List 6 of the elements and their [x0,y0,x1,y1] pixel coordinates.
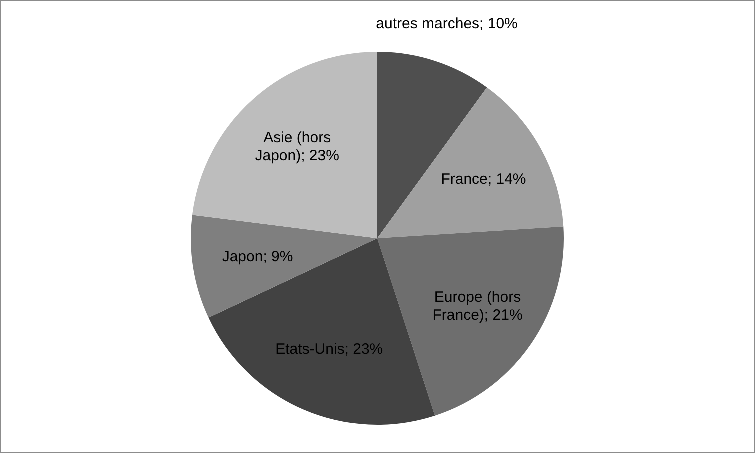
slice-label: Etats-Unis; 23% [276,340,384,358]
slice-label: Japon; 9% [222,248,294,266]
slice-label: Asie (hors Japon); 23% [255,130,340,165]
slice-label: France; 14% [441,171,526,188]
slice-label: autres marches; 10% [376,16,518,33]
slice-label: Europe (hors France); 21% [432,288,523,324]
